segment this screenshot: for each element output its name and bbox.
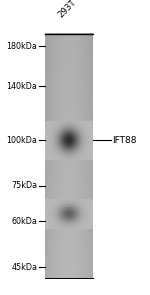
Text: 180kDa: 180kDa xyxy=(7,42,38,51)
Text: 140kDa: 140kDa xyxy=(7,82,38,91)
Text: 100kDa: 100kDa xyxy=(7,135,38,145)
Text: 60kDa: 60kDa xyxy=(12,217,38,226)
Text: 75kDa: 75kDa xyxy=(11,181,38,190)
Text: 45kDa: 45kDa xyxy=(12,263,38,272)
Text: IFT88: IFT88 xyxy=(112,135,137,145)
Text: 293T: 293T xyxy=(57,0,78,19)
